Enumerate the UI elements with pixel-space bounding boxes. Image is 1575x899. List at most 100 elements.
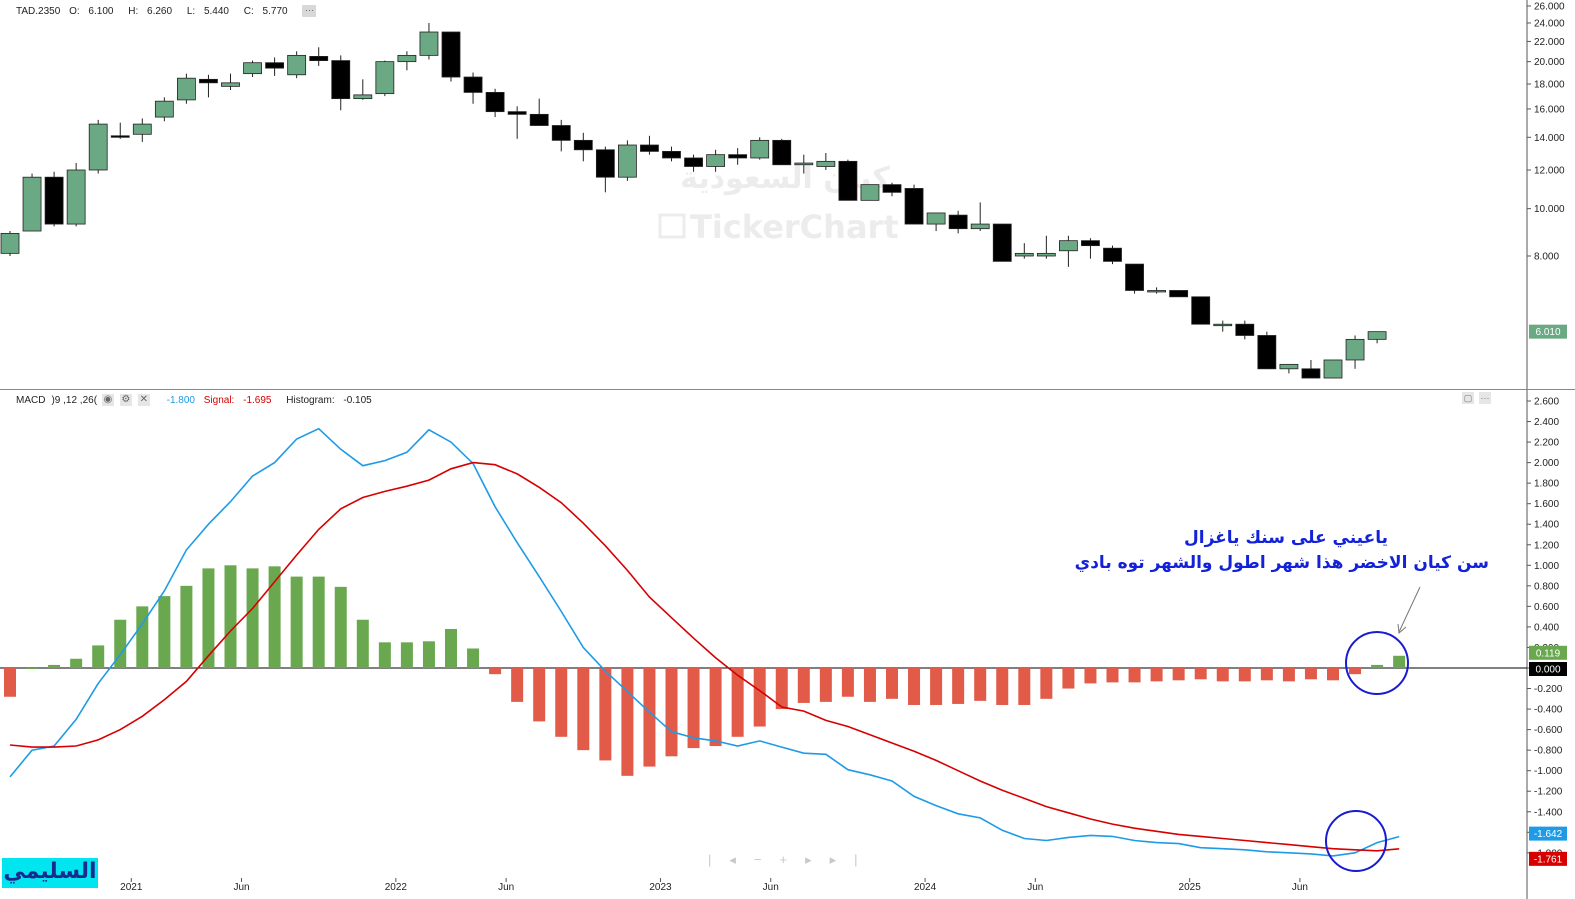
price-tick-label: 24.000 <box>1534 18 1565 29</box>
macd-tick-label: -0.400 <box>1534 705 1563 716</box>
histogram-bar <box>202 568 215 668</box>
histogram-bar <box>687 668 700 749</box>
candle-body <box>816 160 836 167</box>
close-value: 5.770 <box>262 5 288 17</box>
candle-body <box>375 61 395 95</box>
candle-body <box>1323 359 1343 379</box>
pane-menu-icon[interactable]: ··· <box>1479 392 1491 404</box>
close-icon[interactable]: ✕ <box>137 394 150 406</box>
time-tick-label: Jun <box>233 882 249 893</box>
histogram-bar <box>1349 668 1362 675</box>
macd-tick-label: 0.400 <box>1534 622 1559 633</box>
candle-body <box>1103 247 1122 262</box>
open-label: O: <box>69 5 80 17</box>
candle-body <box>88 123 108 171</box>
histogram-bar <box>1327 668 1339 681</box>
macd-tick-label: 0.800 <box>1534 581 1559 592</box>
macd-tick-label: 1.800 <box>1534 479 1559 490</box>
candle-body <box>970 223 990 230</box>
histogram-value-tag: 0.119 <box>1536 648 1561 659</box>
time-tick-label: 2025 <box>1179 882 1202 893</box>
histogram-bar <box>70 658 83 668</box>
high-value: 6.260 <box>147 5 173 17</box>
candle-body <box>529 113 549 126</box>
candle-body <box>265 62 285 69</box>
histogram-bar <box>753 668 766 727</box>
time-tick-label: 2023 <box>649 882 672 893</box>
histogram-bar <box>577 668 590 751</box>
histogram-bar <box>48 664 61 668</box>
signal-value-tag-bg <box>1529 851 1567 866</box>
macd-histogram <box>4 565 1406 776</box>
macd-tick-label: -1.400 <box>1534 807 1563 818</box>
ellipsis-icon[interactable]: ··· <box>302 5 317 17</box>
candle-body <box>772 139 792 166</box>
low-label: L: <box>186 5 196 17</box>
price-tick-label: 20.000 <box>1534 57 1565 68</box>
nav-start-icon[interactable]: | <box>708 852 730 867</box>
histogram-label: Histogram: <box>286 394 335 406</box>
nav-forward-icon[interactable]: ▸ <box>805 852 830 867</box>
price-tick-label: 18.000 <box>1534 79 1565 90</box>
histogram-bar <box>908 668 921 705</box>
candle-body <box>926 212 946 225</box>
time-tick-label: Jun <box>1292 882 1308 893</box>
histogram-bar <box>1216 668 1229 682</box>
price-tick-label: 22.000 <box>1534 37 1565 48</box>
candles <box>0 22 1387 379</box>
histogram-bar <box>709 668 722 747</box>
histogram-bar <box>555 668 568 737</box>
annotation-arrowhead-icon <box>1397 623 1407 634</box>
candle-body <box>640 144 659 152</box>
price-header: TAD.2350 O: 6.100 H: 6.260 L: 5.440 C: 5… <box>16 5 322 17</box>
signal-value: -1.695 <box>243 394 272 406</box>
histogram-bar <box>775 668 788 710</box>
macd-value-tag-bg <box>1529 826 1567 841</box>
candle-body <box>573 139 593 151</box>
zoom-out-icon[interactable]: − <box>753 852 780 867</box>
histogram-bar <box>533 668 546 722</box>
candle-body <box>1014 252 1034 257</box>
histogram-bar <box>511 668 524 702</box>
zoom-in-icon[interactable]: + <box>779 852 806 867</box>
histogram-bar <box>136 606 149 668</box>
macd-params: )9 ,12 ,26( <box>51 394 98 406</box>
symbol-label: TAD.2350 <box>16 5 61 17</box>
histogram-bar <box>1084 668 1097 684</box>
candle-body <box>1235 323 1255 336</box>
histogram-bar <box>819 668 832 702</box>
candle-body <box>0 232 20 254</box>
candle-body <box>132 123 152 135</box>
last-price-tag-bg <box>1529 324 1567 339</box>
candle-body <box>397 54 417 63</box>
histogram-bar <box>1393 655 1406 668</box>
histogram-bar <box>224 565 237 668</box>
histogram-bar <box>1238 668 1251 682</box>
macd-header: MACD)9 ,12 ,26( ◉ ⚙ ✕ -1.800 Signal: -1.69… <box>16 394 384 406</box>
signal-label: Signal: <box>203 394 235 406</box>
nav-back-icon[interactable]: ◂ <box>729 852 754 867</box>
histogram-bar <box>1128 668 1141 683</box>
eye-icon[interactable]: ◉ <box>101 394 114 406</box>
close-label: C: <box>243 5 254 17</box>
candle-body <box>992 223 1012 262</box>
price-tick-label: 12.000 <box>1534 165 1565 176</box>
nav-end-icon[interactable]: ▸| <box>829 852 876 867</box>
histogram-bar <box>246 568 259 668</box>
maximize-pane-icon[interactable]: ▢ <box>1462 392 1474 404</box>
histogram-bar <box>1304 668 1317 680</box>
candle-body <box>110 135 130 138</box>
histogram-value-tag-bg <box>1529 645 1567 660</box>
candle-body <box>1367 331 1387 340</box>
candle-body <box>287 54 307 76</box>
histogram-value: -0.105 <box>343 394 372 406</box>
histogram-bar <box>4 668 16 697</box>
time-tick-label: 2022 <box>385 882 408 893</box>
histogram-bar <box>952 668 965 704</box>
gear-icon[interactable]: ⚙ <box>119 394 132 406</box>
candle-body <box>507 111 527 115</box>
macd-tick-label: 1.600 <box>1534 499 1559 510</box>
histogram-bar <box>158 596 171 668</box>
candle-body <box>706 154 725 167</box>
